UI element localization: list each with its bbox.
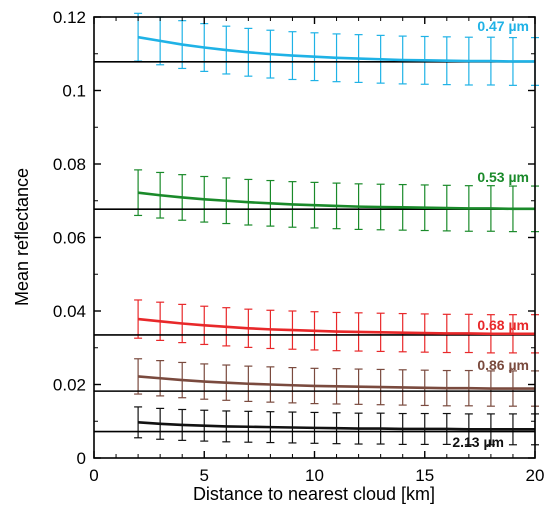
series-0-68-m [94,299,539,354]
y-tick-label: 0.06 [53,229,86,248]
series-label: 0.86 µm [477,357,529,373]
series-0-53-m [94,169,539,233]
series-line [137,317,535,336]
x-axis-label: Distance to nearest cloud [km] [193,484,435,504]
series-line [137,191,535,211]
x-tick-label: 5 [200,466,209,485]
series-label: 0.47 µm [477,18,529,34]
series-label: 0.53 µm [477,169,529,185]
series-label: 2.13 µm [452,434,504,450]
x-tick-label: 10 [305,466,324,485]
y-tick-label: 0 [77,449,86,468]
y-tick-label: 0.12 [53,8,86,27]
x-tick-label: 0 [89,466,98,485]
series-0-47-m [94,12,539,86]
series-labels: 0.47 µm 0.53 µm 0.68 µm 0.86 µm 2.13 µm [452,18,529,450]
y-tick-label: 0.1 [62,82,86,101]
y-tick-label: 0.08 [53,155,86,174]
axes [93,16,536,459]
y-tick-label: 0.02 [53,376,86,395]
series-2-13-m [94,406,539,446]
x-tick-label: 15 [415,466,434,485]
tick-labels: 0 0.02 0.04 0.06 0.08 0.1 0.12 0 5 10 15 20 [53,8,545,485]
series-label: 0.68 µm [477,317,529,333]
series-line [138,421,535,431]
y-axis-label: Mean reflectance [12,168,32,306]
series-line [137,375,535,390]
series-0-86-m [94,358,539,407]
series-layer [94,12,539,446]
series-line [137,35,535,63]
y-tick-label: 0.04 [53,302,86,321]
x-tick-label: 20 [526,466,545,485]
